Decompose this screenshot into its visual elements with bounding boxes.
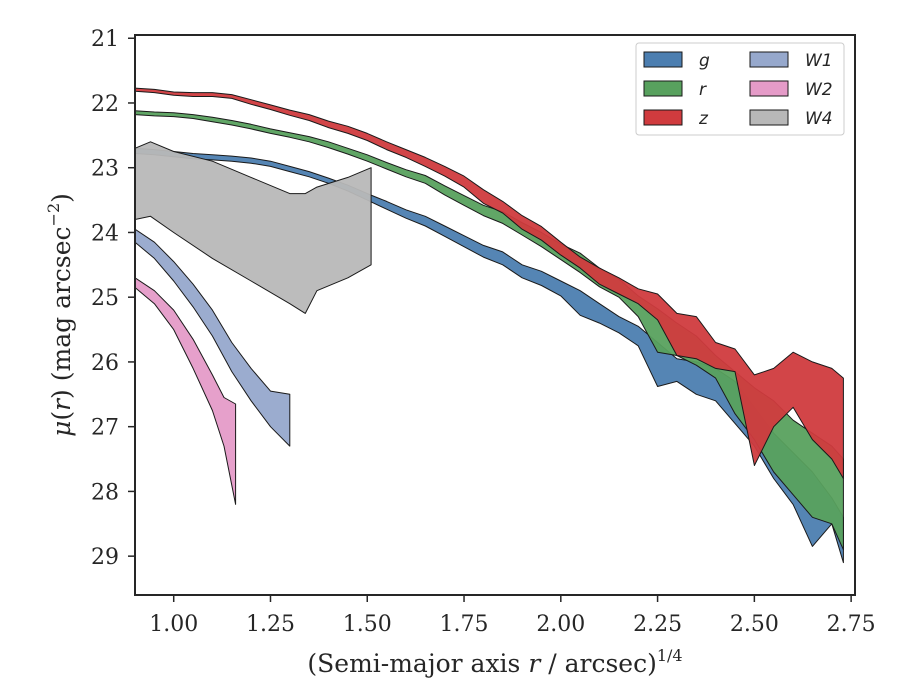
series-layer xyxy=(135,87,844,564)
y-axis-label-var: r xyxy=(47,397,76,411)
y-tick-label: 26 xyxy=(91,351,119,376)
legend-label-r: r xyxy=(699,80,707,100)
series-band-w4 xyxy=(135,141,372,314)
series-band-w2 xyxy=(135,277,237,505)
x-axis-label: (Semi-major axis r / arcsec)1/4 xyxy=(307,646,682,678)
x-tick-label: 1.00 xyxy=(149,612,198,637)
legend-label-z: z xyxy=(698,109,709,129)
x-tick-label: 1.25 xyxy=(246,612,295,637)
series-band-r xyxy=(135,110,844,551)
legend-label-g: g xyxy=(699,51,710,71)
y-axis-label: μ(r) (mag arcsec−2) xyxy=(44,193,76,437)
legend-swatch-r xyxy=(643,80,683,97)
legend: grz W1 W2 W4 xyxy=(635,42,845,136)
y-axis-label-mu: μ xyxy=(47,421,76,437)
y-tick-label: 29 xyxy=(91,545,119,570)
x-axis-label-tail: / arcsec) xyxy=(540,649,657,678)
x-tick-label: 2.75 xyxy=(827,612,876,637)
series-band-w1 xyxy=(135,228,291,447)
legend-swatch-g xyxy=(643,51,683,68)
y-tick-label: 24 xyxy=(91,221,119,246)
y-axis-label-end: ) xyxy=(47,193,76,203)
legend-swatch-z xyxy=(643,109,683,126)
y-tick-label: 25 xyxy=(91,286,119,311)
y-axis-label-sup: −2 xyxy=(44,203,63,227)
y-tick-label: 28 xyxy=(91,480,119,505)
y-tick-label: 22 xyxy=(91,92,119,117)
legend-items: grz W1 W2 W4 xyxy=(643,51,833,129)
x-axis-label-main: (Semi-major axis xyxy=(307,649,528,678)
x-tick-label: 2.50 xyxy=(730,612,779,637)
legend-swatch-w4 xyxy=(749,109,789,126)
legend-label-w2: W2 xyxy=(805,80,833,100)
legend-box xyxy=(635,42,845,136)
legend-label-w1: W1 xyxy=(805,51,833,71)
x-tick-label: 1.75 xyxy=(440,612,489,637)
y-tick-label: 27 xyxy=(91,416,119,441)
x-axis-ticks: 1.00 1.25 1.50 1.75 2.00 2.25 2.50 2.75 xyxy=(149,595,876,637)
y-tick-label: 21 xyxy=(91,27,119,52)
x-tick-label: 2.00 xyxy=(536,612,585,637)
y-axis-label-open: ( xyxy=(47,411,76,421)
plot-frame xyxy=(134,34,856,596)
y-tick-label: 23 xyxy=(91,157,119,182)
y-axis-ticks: 21 22 23 24 25 26 27 28 29 xyxy=(91,27,135,570)
y-axis-label-close: ) (mag arcsec xyxy=(47,226,76,399)
x-tick-label: 2.25 xyxy=(633,612,682,637)
x-axis-label-var: r xyxy=(528,649,542,678)
legend-label-w4: W4 xyxy=(805,109,833,129)
x-tick-label: 1.50 xyxy=(343,612,392,637)
x-axis-label-sup: 1/4 xyxy=(657,646,683,665)
legend-swatch-w1 xyxy=(749,51,789,68)
legend-swatch-w2 xyxy=(749,80,789,97)
series-band-z xyxy=(135,87,844,479)
